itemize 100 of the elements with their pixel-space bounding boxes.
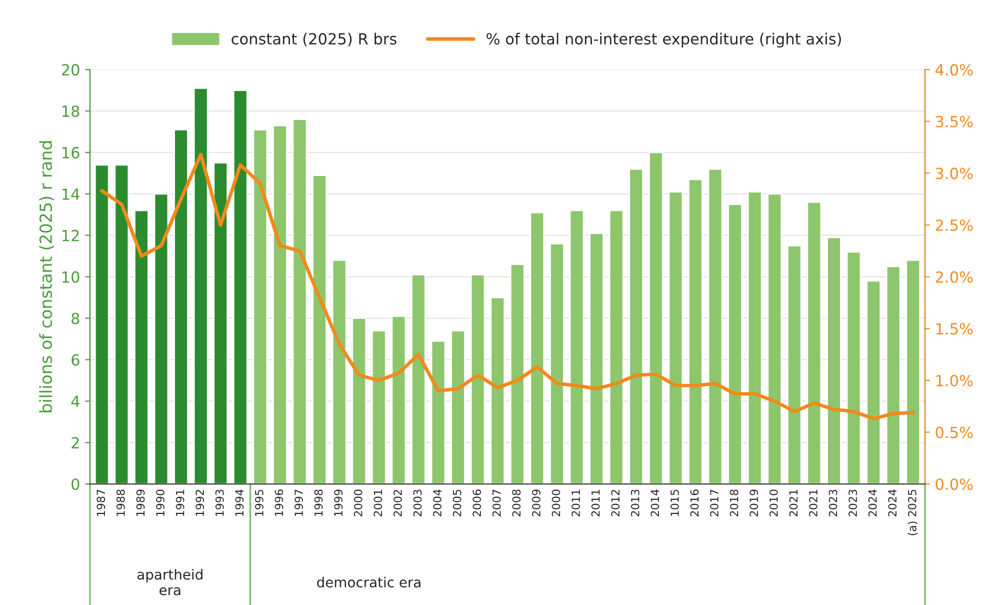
bar <box>767 193 782 484</box>
x-tick-label: 1991 <box>176 490 184 516</box>
x-tick-label: 1993 <box>215 490 224 516</box>
y-tick-label: 10 <box>62 271 80 283</box>
y2-tick-label: 2.5% <box>936 219 973 232</box>
x-tick-label: 2007 <box>492 490 501 516</box>
text: apartheid era <box>137 568 202 596</box>
x-tick-label: 2021 <box>809 490 818 516</box>
bar <box>292 118 308 484</box>
bar <box>806 201 822 484</box>
y-axis-title: billions of constant (2025) r rand <box>39 141 54 412</box>
x-tick-label: 2023 <box>828 490 838 516</box>
bar <box>252 128 268 484</box>
y2-tick-label: 0.5% <box>936 426 973 438</box>
y-tick-label: 14 <box>62 188 80 200</box>
bar <box>648 152 664 484</box>
y2-tick-label: 3.5% <box>936 116 973 128</box>
bar <box>272 124 288 484</box>
bar <box>846 251 862 484</box>
x-tick-label: 1994 <box>235 489 244 516</box>
x-tick-label: 2024 <box>888 489 897 516</box>
x-tick-label: 2011 <box>572 490 580 516</box>
x-tick-label: 2009 <box>532 490 540 516</box>
bar <box>312 174 327 484</box>
line-series <box>100 152 915 420</box>
bar <box>352 318 367 484</box>
bar <box>174 128 188 484</box>
y-tick-label: 18 <box>62 105 80 118</box>
x-tick-label: 2000 <box>354 490 362 516</box>
text: democratic era <box>317 576 420 588</box>
bar <box>826 236 842 484</box>
bar <box>510 264 525 484</box>
x-tick-label: 2003 <box>413 490 422 516</box>
y-tick-label: 20 <box>62 64 80 76</box>
bar <box>668 191 684 484</box>
bar <box>866 280 881 484</box>
x-tick-label: 2023 <box>848 490 857 516</box>
bar <box>134 210 149 484</box>
x-tick-label: 2013 <box>630 490 640 516</box>
x-tick-label: (a) 2025 <box>908 490 918 536</box>
x-tick-label: 2005 <box>452 490 462 516</box>
bar <box>530 212 545 484</box>
x-tick-label: 1989 <box>136 490 145 516</box>
y2-tick-label: 4.0% <box>935 64 973 76</box>
y2-tick-label: 1.5% <box>936 323 973 335</box>
x-tick-label: 2016 <box>690 490 699 516</box>
x-tick-label: 2006 <box>472 490 482 516</box>
y-tick-label: 2 <box>72 437 79 448</box>
x-tick-label: 2012 <box>611 490 620 516</box>
bar <box>886 266 901 484</box>
y-tick-label: 8 <box>72 312 80 324</box>
x-tick-label: 1997 <box>294 490 303 516</box>
x-tick-label: 2010 <box>769 490 778 516</box>
bar <box>213 162 228 484</box>
x-tick-label: 1999 <box>334 490 343 516</box>
x-tick-label: 2004 <box>433 489 442 516</box>
x-tick-label: 2018 <box>730 490 738 516</box>
x-tick-label: 2017 <box>710 490 718 516</box>
x-tick-label: 1988 <box>116 490 125 516</box>
x-tick-label: 1992 <box>196 490 204 516</box>
bar <box>430 340 446 484</box>
bar <box>490 296 506 484</box>
y-tick-label: 16 <box>62 146 80 158</box>
x-tick-label: 2001 <box>374 490 382 516</box>
bar <box>154 193 169 484</box>
x-tick-label: 2024 <box>868 489 877 516</box>
bar <box>688 178 703 484</box>
bar <box>94 164 110 484</box>
bar <box>589 232 604 484</box>
bar <box>232 90 248 484</box>
bar <box>411 274 426 484</box>
bar <box>569 210 584 484</box>
bar <box>708 168 723 484</box>
bar <box>786 245 802 484</box>
x-tick-label: 2021 <box>789 490 798 516</box>
y-tick-label: 4 <box>71 396 80 407</box>
y-tick-label: 0 <box>72 478 80 490</box>
bar <box>114 164 130 484</box>
x-tick-label: 2014 <box>650 489 660 516</box>
bar <box>906 260 921 484</box>
x-tick-label: 1996 <box>274 490 284 516</box>
x-tick-label: 2019 <box>750 490 758 516</box>
y2-tick-label: 0.0% <box>936 478 973 490</box>
bar <box>450 330 466 484</box>
bar <box>628 168 644 484</box>
legend-label: % of total non-interest expenditure (right axis) <box>486 32 841 48</box>
bar <box>470 274 486 484</box>
x-tick-label: 2011 <box>591 490 600 516</box>
x-tick-label: 1990 <box>156 490 164 516</box>
x-tick-label: 1998 <box>314 490 323 516</box>
bar <box>608 210 624 484</box>
x-tick-label: 2000 <box>552 490 560 516</box>
y2-tick-label: 1.0% <box>936 374 973 386</box>
bar <box>391 315 406 484</box>
y2-tick-label: 2.0% <box>936 271 973 283</box>
bar <box>747 191 762 484</box>
y-tick-label: 6 <box>72 354 80 366</box>
x-tick-label: 2008 <box>512 490 521 516</box>
y-tick-label: 12 <box>62 230 79 242</box>
bar <box>193 88 208 484</box>
